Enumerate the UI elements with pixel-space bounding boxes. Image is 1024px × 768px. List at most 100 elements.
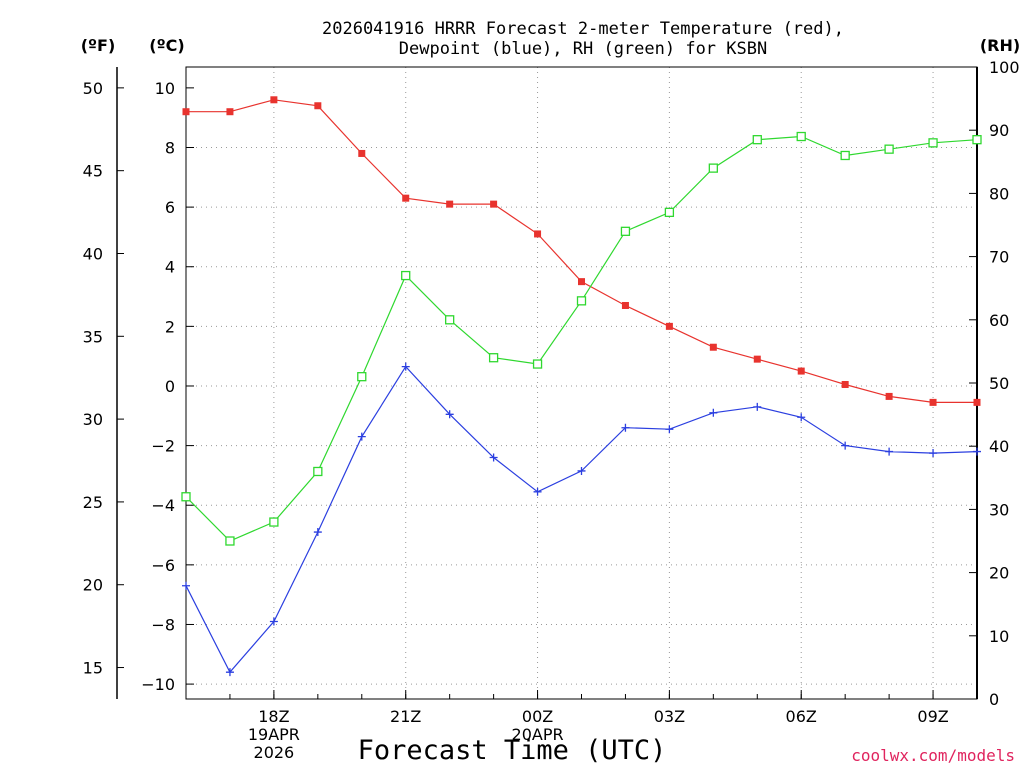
- celsius-tick-label: −4: [151, 496, 175, 515]
- x-tick-label: 06Z: [786, 707, 817, 726]
- rh-point: [840, 150, 850, 161]
- fahrenheit-tick-label: 40: [83, 244, 103, 263]
- rh-point: [884, 144, 894, 154]
- dewpoint-point: [489, 453, 498, 462]
- fahrenheit-tick-label: 15: [83, 659, 103, 678]
- chart-subtitle: Dewpoint (blue), RH (green) for KSBN: [399, 39, 767, 59]
- rh-tick-label: 100: [989, 58, 1020, 77]
- dewpoint-point: [797, 413, 806, 422]
- x-axis-title: Forecast Time (UTC): [358, 735, 667, 766]
- celsius-tick-label: −10: [141, 675, 175, 694]
- x-tick-label: 09Z: [917, 707, 948, 726]
- fahrenheit-tick-label: 25: [83, 493, 103, 512]
- rh-point: [796, 131, 806, 142]
- rh-point: [752, 135, 762, 145]
- axes-layer: −10 −8 −6 −4 −2 0 2 4 6 8 10 15 20 25 30 35 40 45 50 0 10 20 3…: [83, 58, 1020, 762]
- fahrenheit-tick-label: 20: [83, 576, 103, 595]
- dewpoint-point: [445, 410, 454, 419]
- x-tick-label: 18Z: [258, 707, 289, 726]
- rh-point: [357, 372, 367, 382]
- rh-tick-label: 30: [989, 500, 1009, 519]
- dewpoint-point: [313, 528, 322, 537]
- x-tick-label: 00Z: [522, 707, 553, 726]
- rh-point: [532, 359, 543, 369]
- fahrenheit-tick-label: 35: [83, 327, 103, 346]
- dewpoint-point: [533, 487, 542, 496]
- celsius-tick-label: 10: [155, 79, 175, 98]
- dewpoint-point: [269, 617, 278, 626]
- x-tick-label: 19APR: [248, 725, 300, 744]
- rh-point: [401, 270, 411, 281]
- temperature-point: [182, 108, 190, 116]
- dewpoint-line: [185, 365, 978, 674]
- rh-point: [708, 163, 718, 173]
- rh-tick-label: 60: [989, 311, 1009, 330]
- dewpoint-point: [665, 425, 674, 434]
- dewpoint-point: [973, 447, 981, 456]
- rh-point: [488, 353, 499, 363]
- temperature-point: [490, 200, 498, 208]
- temperature-line: [186, 99, 977, 403]
- dewpoint-point: [841, 441, 850, 450]
- rh-point: [664, 207, 675, 218]
- temperature-point: [753, 355, 761, 363]
- rh-point: [225, 536, 235, 546]
- celsius-tick-label: −6: [151, 556, 175, 575]
- rh-tick-label: 80: [989, 184, 1009, 203]
- temperature-point: [973, 398, 981, 406]
- fahrenheit-tick-label: 50: [83, 79, 103, 98]
- celsius-tick-label: 8: [165, 138, 175, 157]
- chart-title: 2026041916 HRRR Forecast 2-meter Tempera…: [322, 19, 844, 39]
- temperature-point: [621, 301, 629, 309]
- rh-point: [928, 138, 938, 148]
- temperature-point: [578, 278, 585, 286]
- dewpoint-point: [709, 408, 718, 417]
- grid-layer: [186, 67, 977, 699]
- rh-point: [620, 226, 631, 236]
- x-tick-label: 21Z: [390, 707, 421, 726]
- fahrenheit-tick-label: 45: [83, 162, 103, 181]
- plot-frame: [185, 66, 978, 700]
- dewpoint-point: [885, 447, 894, 456]
- rh-tick-label: 0: [989, 690, 999, 709]
- rh-tick-label: 20: [989, 564, 1009, 583]
- temperature-point: [226, 108, 234, 116]
- dewpoint-point: [182, 581, 190, 590]
- temperature-point: [797, 367, 805, 375]
- rh-point: [972, 135, 982, 145]
- fahrenheit-unit-label: (ºF): [81, 36, 116, 55]
- temperature-point: [358, 149, 366, 157]
- temperature-point: [841, 380, 849, 388]
- x-tick-label: 20APR: [512, 725, 564, 744]
- rh-unit-label: (RH): [980, 36, 1020, 55]
- rh-point: [445, 315, 455, 325]
- temperature-point: [929, 398, 937, 406]
- rh-tick-label: 50: [989, 374, 1009, 393]
- celsius-unit-label: (ºC): [149, 36, 184, 55]
- celsius-tick-label: −8: [151, 615, 175, 634]
- rh-point: [313, 466, 323, 477]
- celsius-tick-label: 4: [165, 258, 175, 277]
- x-tick-label: 2026: [254, 743, 295, 762]
- temperature-point: [885, 392, 893, 400]
- rh-line: [185, 135, 978, 542]
- dewpoint-point: [577, 466, 586, 475]
- credit-text: coolwx.com/models: [851, 746, 1015, 765]
- temperature-point: [709, 343, 717, 351]
- temperature-point: [534, 230, 542, 238]
- celsius-tick-label: 6: [165, 198, 175, 217]
- dewpoint-point: [225, 668, 234, 677]
- rh-tick-label: 40: [989, 437, 1009, 456]
- dewpoint-point: [357, 432, 366, 441]
- dewpoint-point: [753, 402, 762, 411]
- temperature-point: [665, 322, 673, 330]
- x-tick-label: 03Z: [654, 707, 685, 726]
- temperature-point: [446, 200, 454, 208]
- temperature-point: [402, 194, 410, 202]
- rh-point: [576, 296, 587, 306]
- celsius-tick-label: 0: [165, 377, 175, 396]
- fahrenheit-tick-label: 30: [83, 410, 103, 429]
- celsius-tick-label: 2: [165, 317, 175, 336]
- series-layer: [181, 96, 982, 677]
